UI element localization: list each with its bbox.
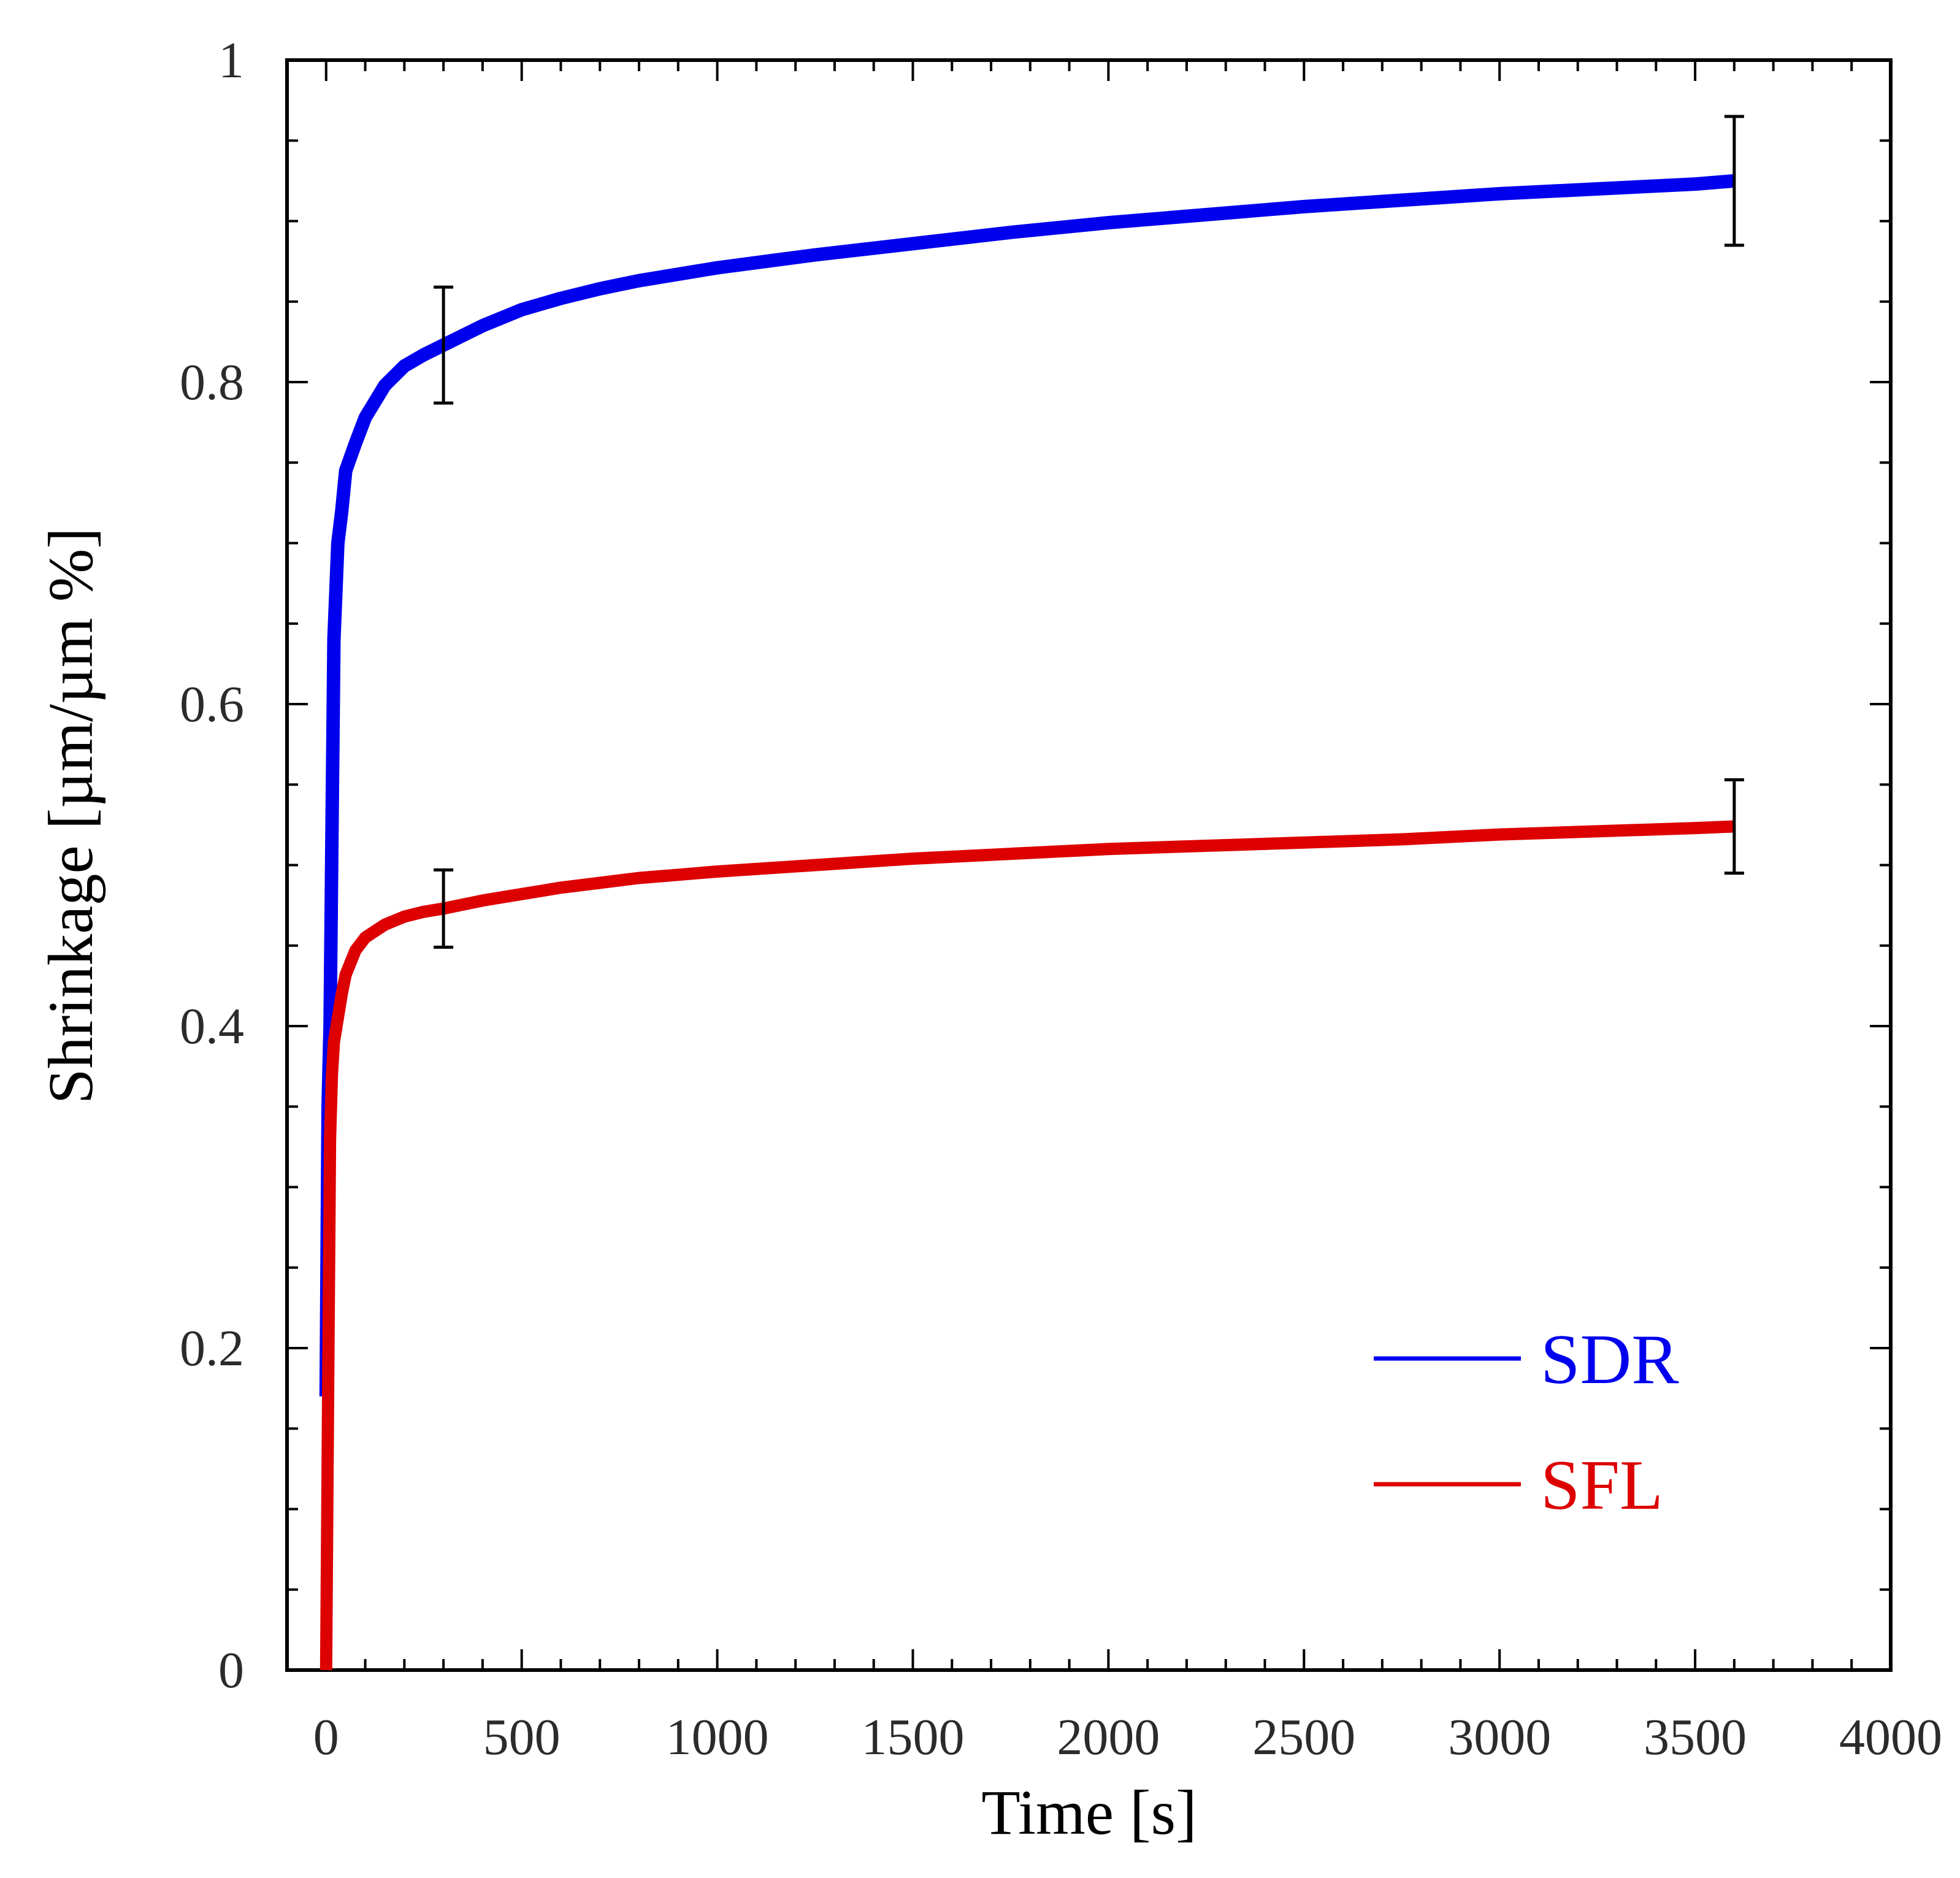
series-layer xyxy=(319,174,1735,1671)
x-tick-label: 3000 xyxy=(1448,1709,1551,1766)
y-tick-labels: 0 0.2 0.4 0.6 0.8 1 xyxy=(180,32,244,1699)
series-line-sdr xyxy=(319,174,1735,1397)
axis-ticks xyxy=(287,59,1892,1671)
x-tick-label: 500 xyxy=(483,1709,561,1766)
x-tick-label: 4000 xyxy=(1839,1709,1942,1766)
error-bar-sdr xyxy=(1724,115,1744,247)
x-tick-label: 2000 xyxy=(1057,1709,1160,1766)
error-bar-sfl xyxy=(1724,778,1744,875)
x-tick-label: 2500 xyxy=(1252,1709,1355,1766)
x-tick-label: 0 xyxy=(313,1709,339,1766)
error-bar-sfl xyxy=(434,868,454,949)
x-tick-label: 1000 xyxy=(666,1709,769,1766)
x-axis-title: Time [s] xyxy=(981,1777,1197,1848)
y-tick-label: 0.2 xyxy=(180,1320,244,1377)
x-tick-labels: 0 500 1000 1500 2000 2500 3000 3500 4000 xyxy=(313,1709,1942,1766)
error-bar-sdr xyxy=(434,285,454,405)
legend: SDR SFL xyxy=(1374,1320,1679,1525)
x-tick-label: 3500 xyxy=(1644,1709,1747,1766)
y-tick-label: 0.6 xyxy=(180,676,244,733)
y-tick-label: 1 xyxy=(218,32,244,89)
x-tick-label: 1500 xyxy=(861,1709,964,1766)
y-axis-title: Shrinkage [µm/µm %] xyxy=(36,527,106,1104)
y-tick-label: 0 xyxy=(218,1642,244,1699)
y-tick-label: 0.8 xyxy=(180,354,244,411)
error-bars xyxy=(434,115,1744,949)
series-line-sfl xyxy=(320,820,1735,1671)
legend-label-sdr: SDR xyxy=(1541,1320,1679,1399)
legend-label-sfl: SFL xyxy=(1541,1446,1663,1525)
y-tick-label: 0.4 xyxy=(180,998,244,1055)
